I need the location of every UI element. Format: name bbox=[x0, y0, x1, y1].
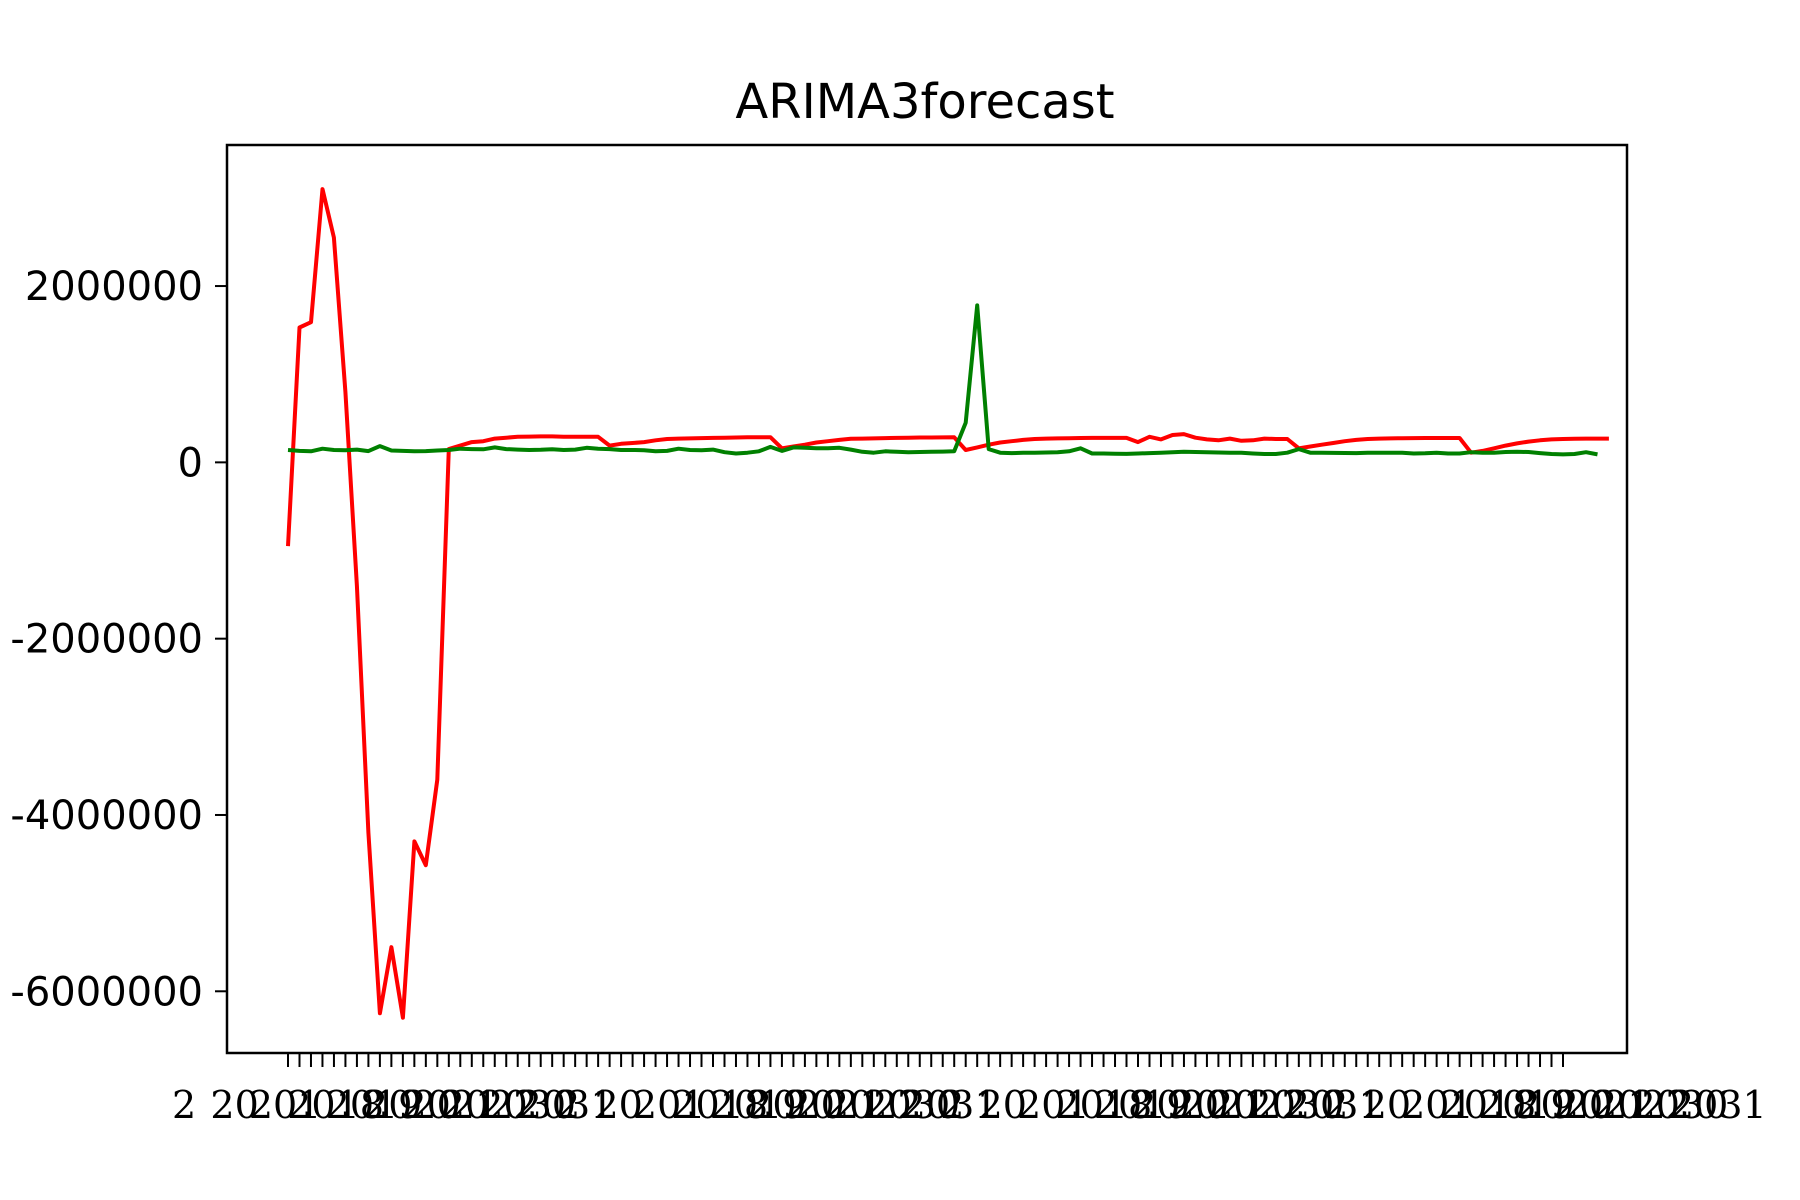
x-tick-label: 2031 bbox=[518, 1083, 615, 1127]
x-tick-label: 2018 bbox=[287, 1083, 384, 1127]
series-line-2 bbox=[287, 303, 1598, 457]
x-tick-label: 2018 bbox=[1055, 1083, 1152, 1127]
x-tick-label: 2031 bbox=[1286, 1083, 1383, 1127]
x-tick-label: 201 bbox=[1401, 1083, 1474, 1127]
x-tick-label: 20 bbox=[1363, 1083, 1411, 1127]
y-tick-label: -2000000 bbox=[10, 617, 203, 663]
x-tick-label: 2018 bbox=[671, 1083, 768, 1127]
x-tick-label: 2020 bbox=[748, 1083, 845, 1127]
x-tick-label: 2 bbox=[940, 1083, 964, 1127]
x-tick-label: 2021 bbox=[787, 1083, 884, 1127]
x-tick-label: 2022 bbox=[1593, 1083, 1690, 1127]
y-tick-label: -4000000 bbox=[10, 793, 203, 839]
y-tick-label: 2000000 bbox=[25, 264, 203, 310]
x-tick-label: 2019 bbox=[1478, 1083, 1575, 1127]
x-tick-label: 2030 bbox=[1247, 1083, 1344, 1127]
x-tick-label: 20 bbox=[210, 1083, 258, 1127]
x-tick-label: 2 bbox=[1324, 1083, 1348, 1127]
x-tick-label: 2030 bbox=[1632, 1083, 1729, 1127]
x-tick-label: 201 bbox=[249, 1083, 322, 1127]
chart-title: ARIMA3forecast bbox=[735, 74, 1114, 130]
x-tick-label: 2021 bbox=[402, 1083, 499, 1127]
series-line-1 bbox=[286, 187, 1609, 1020]
x-tick-label: 2 bbox=[172, 1083, 196, 1127]
x-tick-label: 2020 bbox=[1516, 1083, 1613, 1127]
plot-area bbox=[286, 187, 1609, 1020]
x-tick-label: 2031 bbox=[1670, 1083, 1767, 1127]
x-tick-label: 2 bbox=[556, 1083, 580, 1127]
x-tick-label: 20 bbox=[979, 1083, 1027, 1127]
x-tick-label: 2020 bbox=[1132, 1083, 1229, 1127]
y-tick-label: -6000000 bbox=[10, 969, 203, 1015]
axes-frame bbox=[225, 143, 1629, 1055]
x-tick-label: 2021 bbox=[1171, 1083, 1268, 1127]
x-tick-label: 2030 bbox=[479, 1083, 576, 1127]
x-tick-label: 2022 bbox=[1209, 1083, 1306, 1127]
x-tick-label: 2031 bbox=[902, 1083, 999, 1127]
x-tick-label: 20 bbox=[595, 1083, 643, 1127]
x-tick-label: 2022 bbox=[825, 1083, 922, 1127]
x-tick-label: 2021 bbox=[1555, 1083, 1652, 1127]
x-tick-label: 2019 bbox=[326, 1083, 423, 1127]
x-tick-label: 2018 bbox=[1440, 1083, 1537, 1127]
x-tick-label: 2020 bbox=[364, 1083, 461, 1127]
x-tick-label: 201 bbox=[633, 1083, 706, 1127]
x-tick-label: 2030 bbox=[863, 1083, 960, 1127]
x-tick-label: 2022 bbox=[441, 1083, 538, 1127]
x-tick-label: 201 bbox=[1017, 1083, 1090, 1127]
x-tick-label: 2019 bbox=[1094, 1083, 1191, 1127]
x-tick-label: 2019 bbox=[710, 1083, 807, 1127]
y-tick-label: 0 bbox=[178, 440, 203, 486]
y-axis: -6000000 -4000000 -2000000 0 2000000 bbox=[10, 264, 227, 1015]
